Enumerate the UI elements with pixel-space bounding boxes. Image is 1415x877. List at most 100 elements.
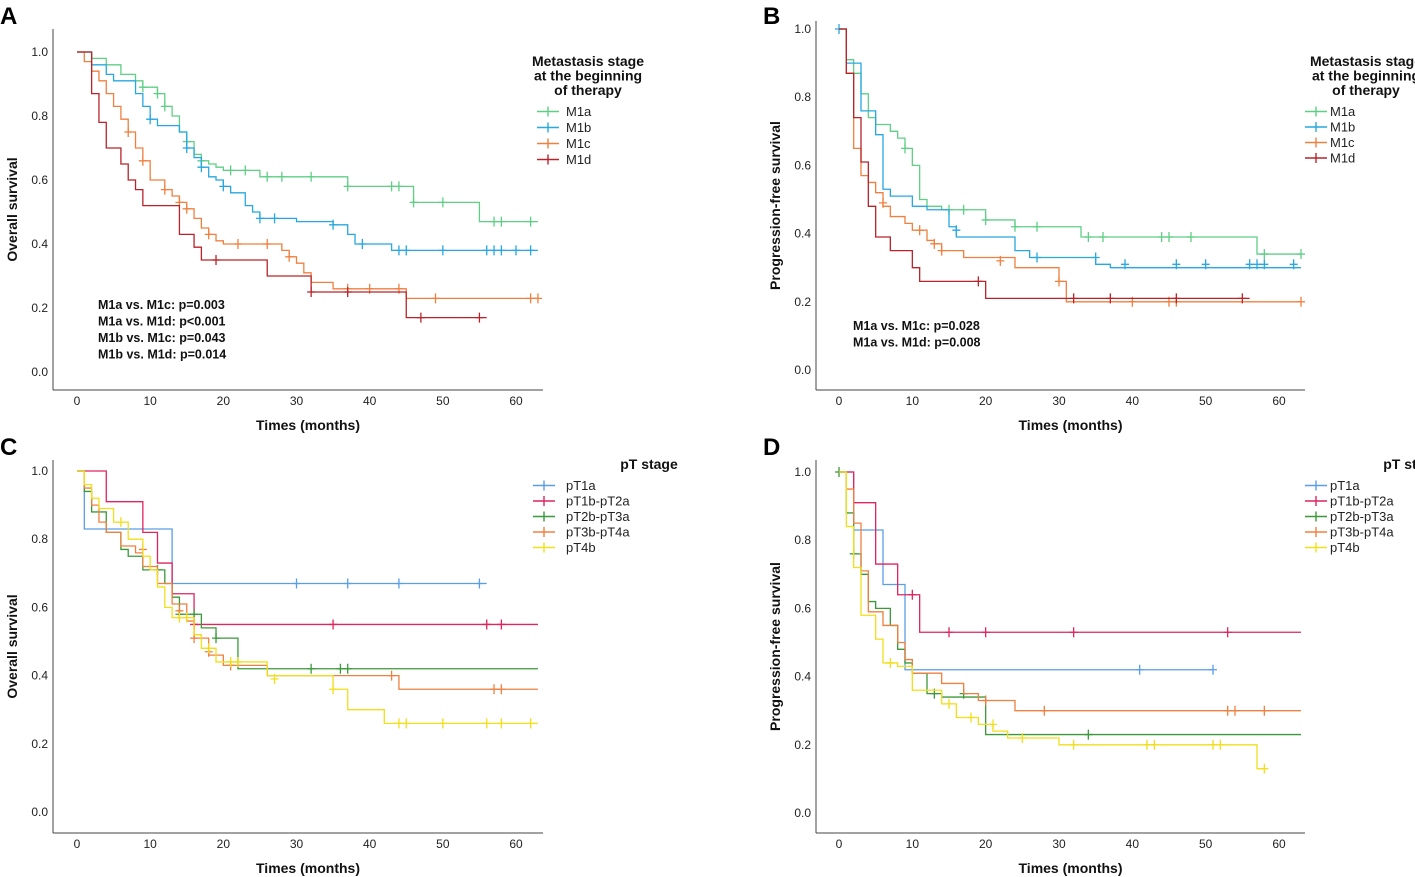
survival-curve	[77, 51, 487, 319]
censor-mark	[901, 143, 909, 154]
censor-mark	[879, 197, 887, 208]
survival-curve	[77, 470, 487, 585]
censor-mark	[394, 245, 403, 256]
censor-mark	[394, 181, 403, 192]
survival-curve	[839, 471, 1301, 736]
censor-mark	[387, 181, 396, 192]
x-tick-label: 10	[143, 837, 157, 851]
censor-mark	[329, 619, 338, 630]
legend-item: pT3b-pT4a	[533, 525, 630, 540]
y-axis-label: Overall survival	[4, 594, 20, 698]
censor-mark	[1018, 732, 1027, 743]
censor-mark	[226, 656, 235, 667]
series-pt2b-pt3a	[77, 470, 538, 674]
x-axis-label: Times (months)	[1019, 417, 1123, 433]
censor-mark	[336, 663, 345, 674]
series-m1b	[77, 51, 538, 256]
censor-mark	[482, 718, 491, 729]
legend-label: pT2b-pT3a	[566, 509, 630, 524]
survival-curve	[77, 470, 538, 670]
survival-curve	[839, 28, 1301, 255]
censor-mark	[1245, 259, 1254, 270]
censor-mark	[270, 213, 279, 224]
censor-mark	[233, 656, 242, 667]
legend-item: pT1a	[533, 478, 596, 493]
y-tick-label: 0.2	[31, 737, 48, 751]
censor-mark	[497, 684, 506, 695]
censor-mark	[329, 684, 338, 695]
panel-letter: C	[0, 434, 17, 461]
series-m1c	[77, 51, 542, 304]
censor-mark	[981, 627, 990, 638]
legend-item: M1c	[1305, 135, 1355, 150]
censor-mark	[526, 245, 535, 256]
x-tick-label: 40	[363, 394, 377, 408]
censor-mark	[307, 171, 316, 182]
censor-mark	[1091, 252, 1100, 263]
censor-mark	[1297, 249, 1305, 260]
censor-mark	[526, 216, 535, 227]
survival-curve	[77, 51, 538, 223]
censor-mark	[1040, 705, 1049, 716]
survival-curve	[77, 470, 538, 724]
censor-mark	[1238, 293, 1247, 304]
censor-mark	[952, 225, 961, 236]
legend-item: pT1a	[1305, 478, 1360, 493]
censor-mark	[1297, 296, 1305, 307]
censor-mark	[233, 239, 242, 249]
p-value-annotation: M1a vs. M1c: p=0.028	[853, 319, 980, 333]
legend-label: M1a	[566, 104, 592, 119]
censor-mark	[475, 578, 484, 589]
censor-mark	[1157, 232, 1166, 243]
censor-mark	[974, 276, 983, 287]
censor-mark	[497, 216, 506, 227]
censor-mark	[387, 670, 396, 681]
series-m1a	[839, 28, 1305, 260]
censor-mark	[1187, 232, 1195, 243]
legend-item: pT1b-pT2a	[1305, 494, 1394, 509]
censor-mark	[343, 663, 352, 674]
y-tick-label: 0.4	[794, 227, 811, 241]
series-pt1b-pt2a	[77, 470, 538, 630]
censor-mark	[204, 229, 213, 240]
survival-curve	[77, 51, 538, 252]
y-axis-label: Overall survival	[4, 157, 20, 261]
y-tick-label: 0.4	[31, 237, 48, 251]
censor-mark	[1223, 627, 1232, 638]
legend-label: pT2b-pT3a	[1330, 509, 1394, 524]
x-tick-label: 50	[1199, 837, 1213, 851]
panel-b: B 0 10 20 30 40 50 60 0.0 0.2 0.4 0.6 0.8 1.0 Times (m…	[763, 3, 1415, 433]
censor-mark	[343, 287, 352, 297]
legend-label: pT1a	[566, 478, 596, 493]
censor-mark	[1201, 259, 1210, 270]
x-tick-label: 20	[217, 394, 231, 408]
x-tick-label: 50	[436, 837, 450, 851]
censor-mark	[490, 684, 499, 695]
legend-title: Metastasis stage	[532, 53, 644, 69]
censor-mark	[1231, 705, 1239, 716]
x-tick-label: 0	[74, 837, 81, 851]
x-tick-label: 20	[217, 837, 231, 851]
legend-item: M1a	[1305, 104, 1356, 119]
censor-mark	[1223, 705, 1232, 716]
censor-mark	[930, 238, 939, 249]
y-tick-label: 0.8	[31, 532, 48, 546]
legend-item: M1b	[537, 120, 591, 135]
censor-mark	[996, 255, 1005, 266]
legend-label: pT1a	[1330, 478, 1360, 493]
censor-mark	[416, 312, 425, 323]
y-tick-label: 0.6	[794, 158, 811, 172]
censor-mark	[1260, 705, 1269, 716]
survival-curve	[839, 471, 1301, 633]
x-tick-label: 0	[836, 394, 843, 408]
censor-mark	[490, 245, 499, 256]
censor-mark	[402, 245, 411, 256]
censor-mark	[1106, 293, 1115, 304]
censor-mark	[967, 712, 975, 723]
censor-mark	[1260, 249, 1269, 260]
censor-mark	[1011, 221, 1019, 232]
censor-mark	[358, 239, 367, 249]
survival-curve	[839, 28, 1301, 269]
series-pt1a	[77, 470, 487, 589]
y-tick-label: 0.6	[31, 173, 48, 187]
